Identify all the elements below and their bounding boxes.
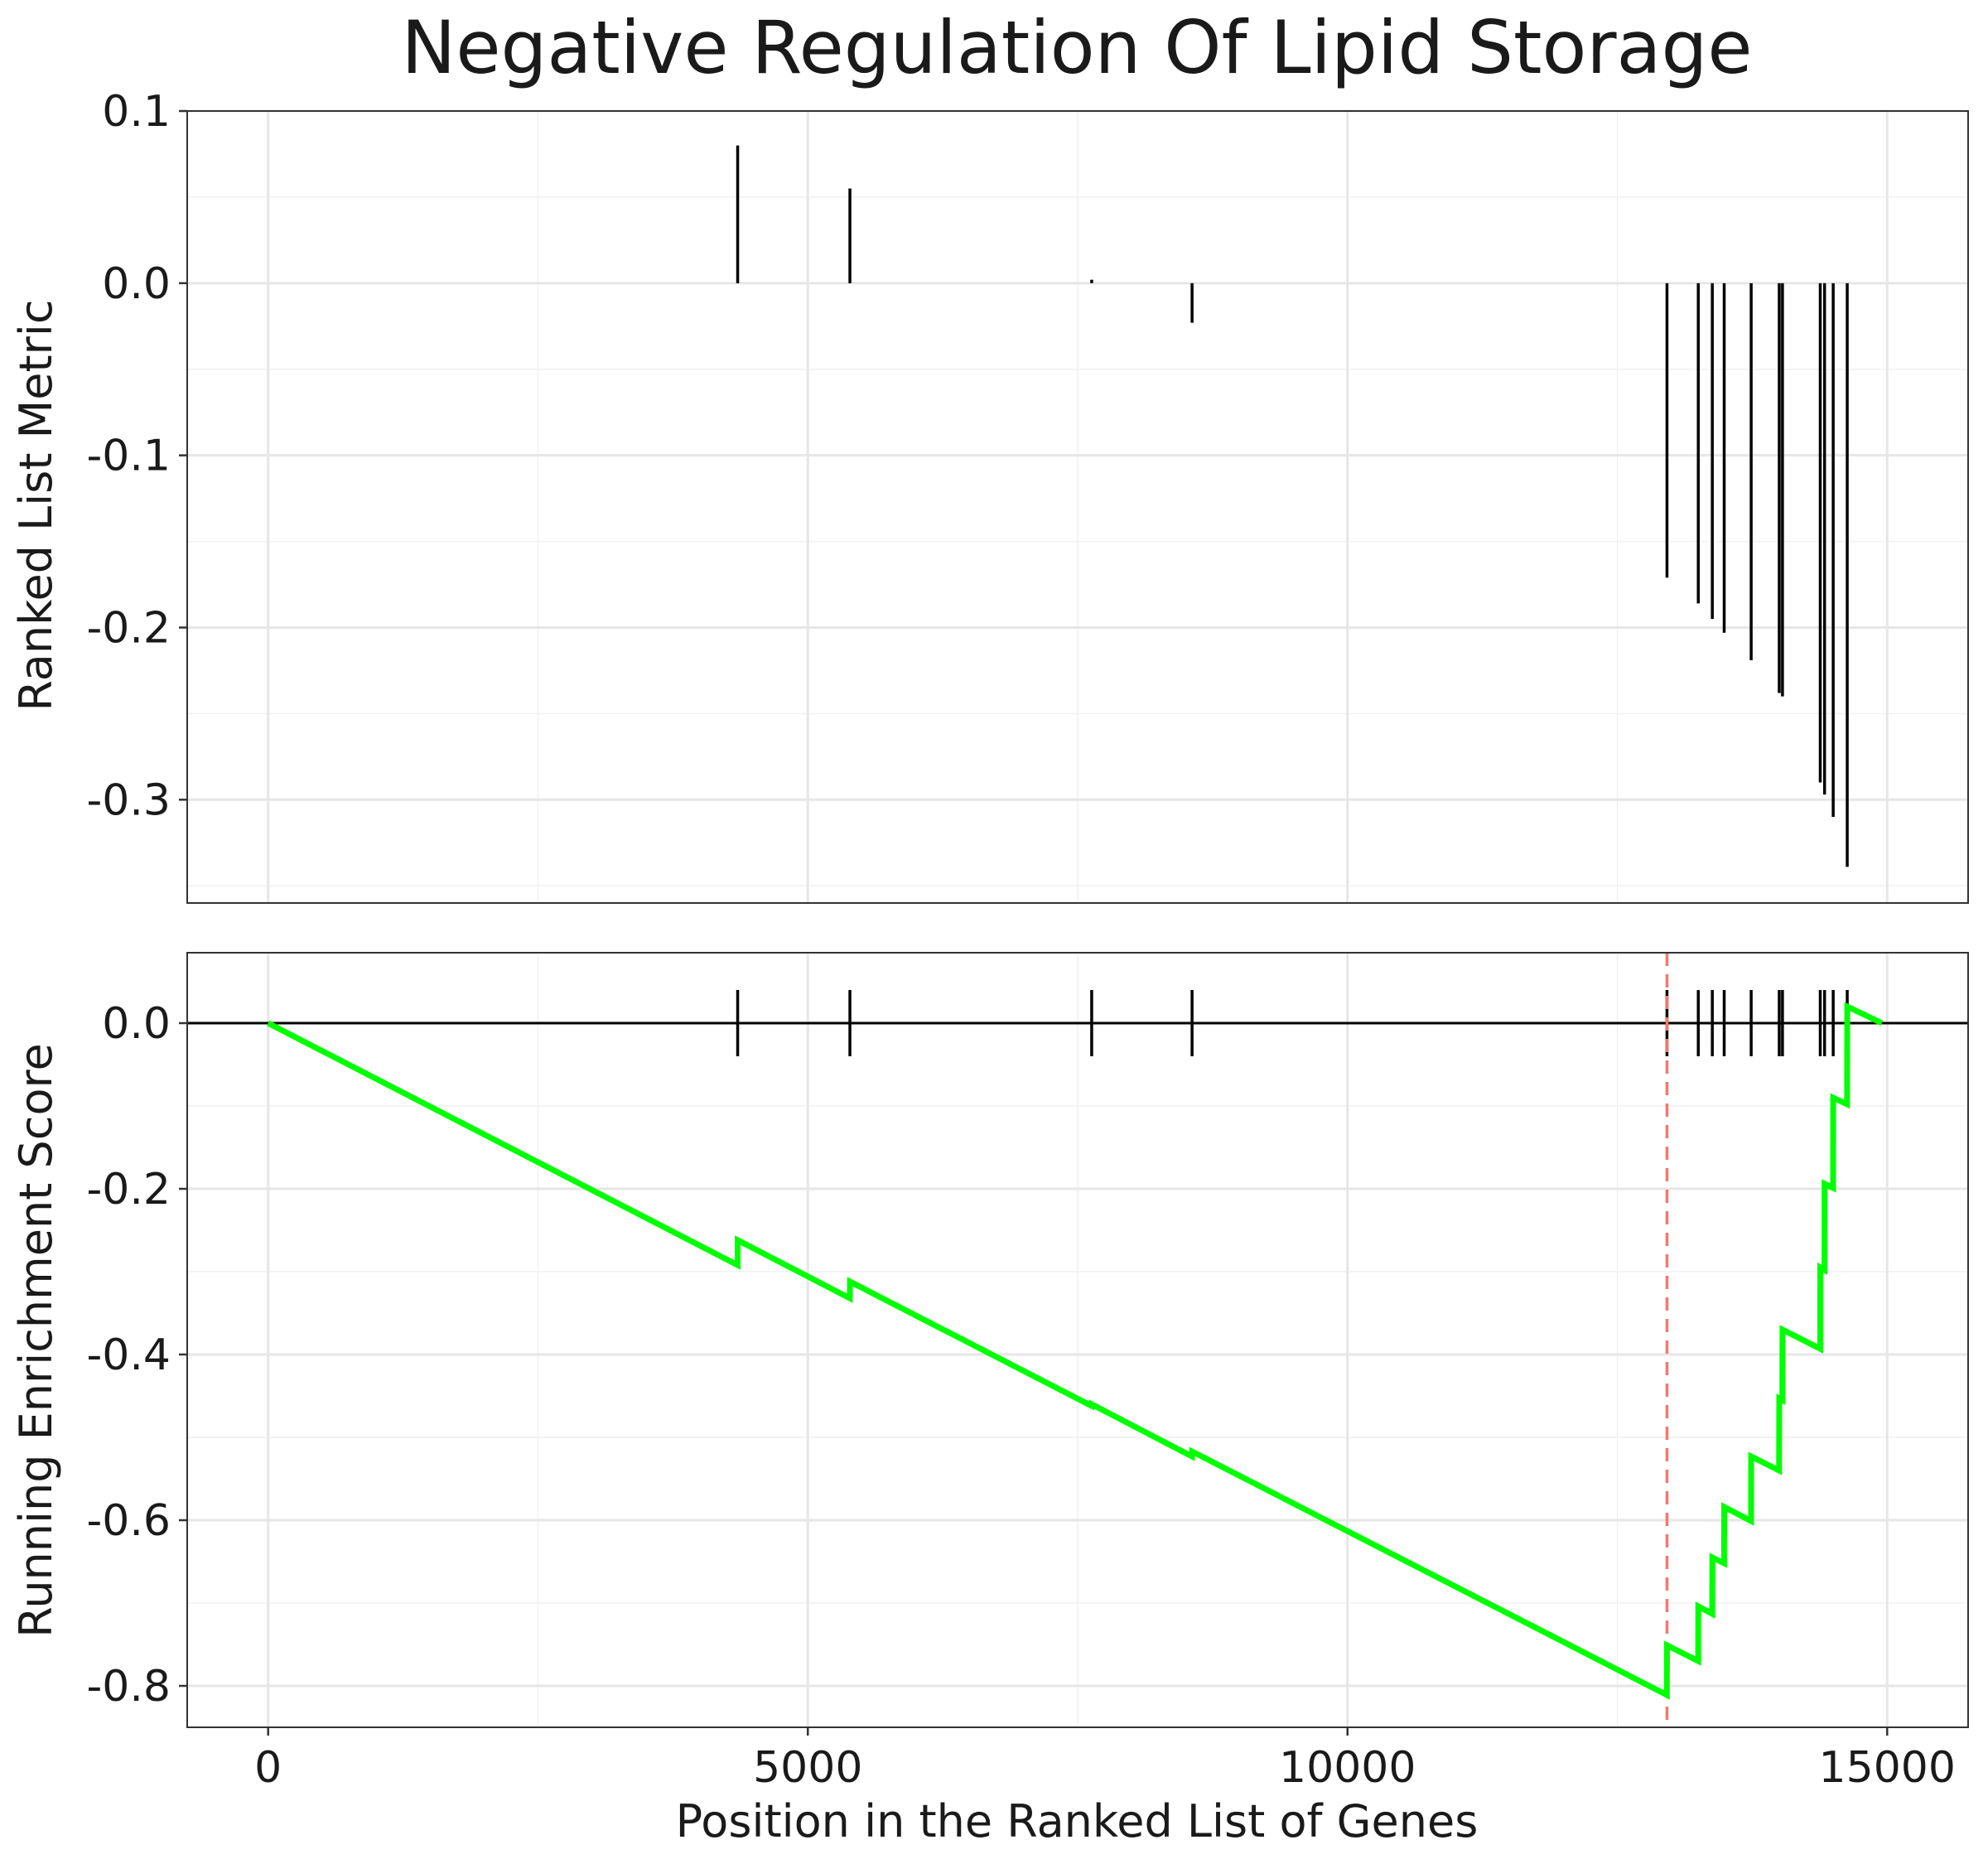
y-tick-label: -0.6 xyxy=(87,1496,171,1546)
x-tick-label: 5000 xyxy=(753,1743,862,1793)
panel-border xyxy=(186,952,1969,1728)
ranked-list-metric-panel: 0.1 0.0 -0.1 -0.2 -0.3 Ranked List Metric xyxy=(10,87,1969,904)
y-axis-title: Ranked List Metric xyxy=(10,299,62,711)
y-tick-label: 0.1 xyxy=(102,87,171,137)
y-axis-title: Running Enrichment Score xyxy=(10,1043,62,1638)
x-tick-label: 10000 xyxy=(1279,1743,1416,1793)
y-tick-label: -0.4 xyxy=(87,1330,171,1380)
x-tick-label: 0 xyxy=(254,1743,282,1793)
y-tick-label: 0.0 xyxy=(102,259,171,309)
y-tick-label: -0.1 xyxy=(87,432,171,481)
y-tick-label: 0.0 xyxy=(102,999,171,1049)
x-axis-title: Position in the Ranked List of Genes xyxy=(676,1795,1479,1847)
y-tick-label: -0.2 xyxy=(87,1165,171,1214)
y-tick-label: -0.3 xyxy=(87,775,171,825)
y-tick-label: -0.8 xyxy=(87,1662,171,1712)
panel-border xyxy=(186,110,1969,904)
x-tick-label: 15000 xyxy=(1819,1743,1956,1793)
running-score-line xyxy=(267,1002,1884,1700)
running-enrichment-score-panel: 0.0 -0.2 -0.4 -0.6 -0.8 Running Enrichment Sc… xyxy=(10,952,1969,1793)
y-tick-label: -0.2 xyxy=(87,603,171,653)
chart-title: Negative Regulation Of Lipid Storage xyxy=(402,5,1753,90)
